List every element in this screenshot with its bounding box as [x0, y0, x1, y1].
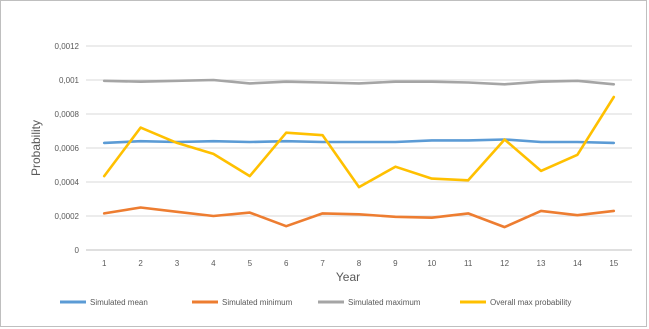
legend-label: Simulated minimum — [222, 298, 293, 307]
x-tick-label: 10 — [427, 259, 436, 268]
x-tick-label: 1 — [102, 259, 107, 268]
legend-item-overall-max-probability: Overall max probability — [460, 298, 571, 307]
series-line-overall-max-probability — [102, 95, 616, 189]
y-tick-label: 0,0012 — [55, 42, 80, 51]
x-tick-label: 6 — [284, 259, 289, 268]
x-tick-label: 14 — [573, 259, 582, 268]
x-tick-label: 5 — [248, 259, 253, 268]
y-tick-label: 0,0006 — [55, 144, 80, 153]
y-tick-label: 0,0008 — [55, 110, 80, 119]
legend-label: Overall max probability — [490, 298, 571, 307]
legend-item-simulated-mean: Simulated mean — [60, 298, 148, 307]
x-tick-label: 7 — [320, 259, 325, 268]
x-tick-label: 4 — [211, 259, 216, 268]
x-tick-label: 12 — [500, 259, 509, 268]
legend-label: Simulated mean — [90, 298, 148, 307]
legend-label: Simulated maximum — [348, 298, 421, 307]
x-axis-ticks: 1 2 3 4 5 6 7 8 9 10 11 12 13 14 15 — [102, 259, 619, 268]
x-tick-label: 11 — [464, 259, 473, 268]
series-line-simulated-maximum — [102, 78, 616, 86]
y-tick-label: 0,0002 — [55, 212, 80, 221]
y-tick-label: 0,001 — [59, 76, 80, 85]
legend-item-simulated-minimum: Simulated minimum — [192, 298, 293, 307]
legend: Simulated mean Simulated minimum Simulated… — [60, 298, 571, 307]
x-tick-label: 8 — [357, 259, 362, 268]
y-axis-title: Probability — [29, 120, 43, 176]
x-tick-label: 13 — [537, 259, 546, 268]
gridlines — [86, 45, 632, 251]
series-line-simulated-mean — [102, 138, 616, 145]
y-axis-ticks: 0 0,0002 0,0004 0,0006 0,0008 0,001 0,0012 — [55, 42, 80, 255]
y-tick-label: 0,0004 — [55, 178, 80, 187]
legend-item-simulated-maximum: Simulated maximum — [318, 298, 421, 307]
series-line-simulated-minimum — [102, 206, 616, 229]
x-axis-title: Year — [336, 270, 360, 284]
x-tick-label: 15 — [609, 259, 618, 268]
x-tick-label: 9 — [393, 259, 398, 268]
y-tick-label: 0 — [75, 246, 80, 255]
x-tick-label: 3 — [175, 259, 180, 268]
series-lines — [102, 78, 616, 229]
x-tick-label: 2 — [138, 259, 143, 268]
